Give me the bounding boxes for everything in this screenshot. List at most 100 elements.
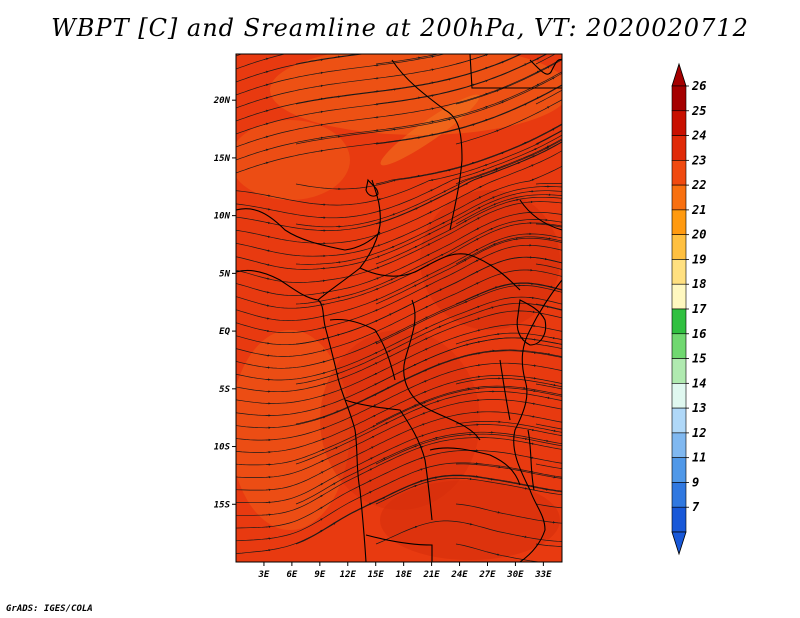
streamline-arrow: [530, 389, 537, 393]
lake-tanganyika: [499, 359, 511, 421]
streamline: [455, 59, 562, 105]
streamline: [236, 387, 562, 466]
lat-tick-label: 15S: [214, 500, 231, 510]
streamline-arrow: [318, 71, 324, 75]
streamline-arrow: [463, 182, 469, 186]
coastline-east-africa: [513, 279, 562, 562]
streamline-arrow: [542, 257, 548, 261]
streamline-arrow: [318, 471, 324, 475]
lat-tick-label: 20N: [213, 96, 231, 106]
streamline-arrow: [320, 291, 326, 294]
streamline-arrow: [429, 94, 435, 97]
border-ethiopia: [519, 199, 562, 231]
streamline-arrow: [445, 169, 451, 172]
streamline-arrow: [494, 553, 500, 556]
streamline-arrow: [419, 434, 425, 437]
country-borders: [236, 54, 562, 562]
streamline-arrow: [494, 333, 500, 336]
streamline-arrow: [373, 298, 379, 302]
streamline-arrow: [438, 254, 444, 257]
streamline-arrow: [367, 491, 372, 494]
colorbar-label: 16: [692, 327, 706, 341]
streamline-arrow: [474, 282, 480, 286]
streamline-arrow: [531, 364, 537, 367]
streamline-arrow: [550, 336, 556, 340]
streamline: [236, 244, 562, 334]
streamline: [535, 543, 562, 547]
streamline-arrow: [369, 446, 374, 450]
streamline-arrow: [413, 207, 419, 211]
streamline: [236, 130, 562, 206]
colorbar-label: 18: [692, 277, 706, 291]
streamline-arrow: [415, 136, 421, 140]
streamline-arrow: [530, 324, 536, 328]
streamline-arrow: [475, 352, 481, 355]
streamline-arrow: [440, 222, 446, 225]
streamline-arrow: [491, 243, 497, 246]
streamline-arrow: [374, 52, 378, 53]
streamline-arrow: [419, 423, 425, 426]
streamline-arrow: [488, 306, 495, 309]
streamline-arrow: [320, 394, 326, 397]
border-angola: [344, 399, 433, 521]
streamline-arrow: [320, 416, 326, 419]
streamline: [236, 190, 562, 270]
streamline: [236, 54, 548, 135]
streamline-arrow: [426, 222, 432, 225]
streamline-arrow: [367, 479, 373, 483]
streamline-arrow: [264, 263, 270, 266]
streamline-arrow: [389, 246, 395, 249]
streamline-arrow: [320, 427, 326, 430]
streamline-arrow: [372, 362, 378, 366]
streamline-arrow: [520, 386, 527, 390]
streamline-arrow: [421, 401, 427, 405]
streamline-arrow: [428, 178, 434, 182]
streamline-arrow: [373, 77, 379, 80]
streamline-arrow: [372, 352, 378, 355]
lon-tick-label: 21E: [422, 570, 440, 580]
streamline-arrow: [495, 465, 502, 469]
streamline-arrow: [373, 288, 379, 291]
streamline-arrow: [544, 146, 550, 150]
streamline: [236, 54, 287, 70]
streamline: [295, 431, 562, 505]
border-namibia-botswana: [365, 534, 433, 562]
streamline-arrow: [429, 68, 435, 71]
streamline-arrow: [412, 445, 418, 448]
streamline: [535, 263, 562, 270]
streamline-arrow: [429, 120, 435, 123]
streamline-arrow: [495, 511, 501, 514]
streamline-arrow: [429, 133, 435, 136]
streamline-arrow: [494, 50, 498, 51]
streamline-arrow: [418, 479, 424, 483]
lon-tick-label: 15E: [368, 570, 385, 580]
streamline-arrow: [532, 148, 538, 151]
streamline: [236, 165, 562, 257]
streamline-arrow: [384, 386, 390, 390]
lon-tick-label: 6E: [286, 570, 297, 580]
streamline-arrow: [475, 364, 481, 367]
field-patch-dark-south: [380, 480, 560, 560]
streamline-arrow: [335, 95, 341, 98]
streamline-arrow: [265, 235, 271, 238]
streamline-arrow: [470, 123, 476, 127]
lon-tick-label: 12E: [340, 570, 357, 580]
streamline: [236, 84, 562, 174]
streamline-arrow: [550, 475, 557, 479]
streamline-arrow: [423, 337, 428, 341]
streamline-arrow: [372, 383, 378, 387]
field-patch-light-southwest: [236, 330, 350, 530]
colorbar-segment: [671, 85, 687, 112]
streamline-arrow: [475, 329, 481, 332]
colorbar-segment: [671, 259, 687, 285]
streamline: [295, 124, 562, 190]
nile-coast-north-east: [529, 58, 562, 75]
streamline-arrow: [544, 66, 550, 70]
streamline: [375, 141, 562, 225]
streamline-arrow: [531, 377, 537, 380]
lat-tick-label: 10S: [214, 443, 231, 453]
streamline-arrow: [551, 429, 557, 433]
streamline: [236, 362, 562, 441]
streamline-arrow: [371, 414, 377, 418]
streamline-arrow: [264, 304, 270, 307]
